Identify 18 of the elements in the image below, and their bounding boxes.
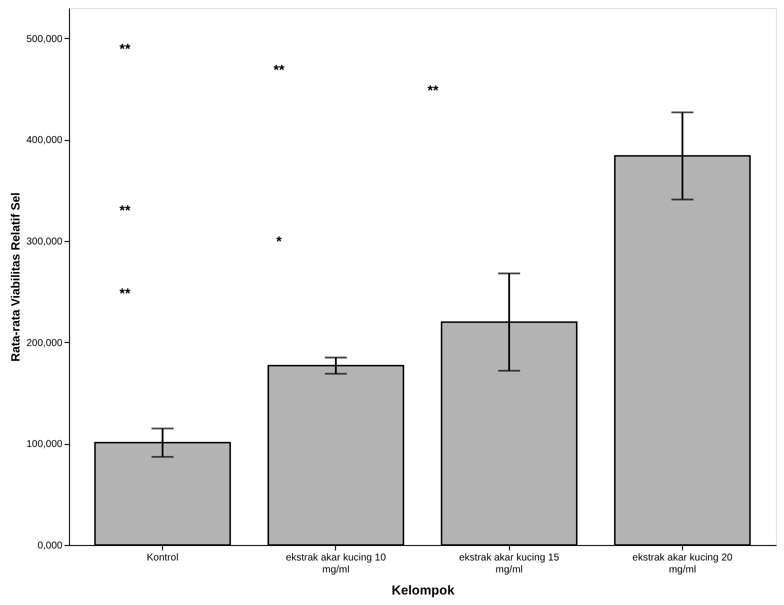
annotation: ** xyxy=(120,40,131,57)
x-tick-label: ekstrak akar kucing 10 mg/ml xyxy=(286,552,386,576)
y-tick-label: 0,000 xyxy=(37,540,63,552)
annotation: ** xyxy=(428,82,439,98)
x-tick-label: ekstrak akar kucing 20 mg/ml xyxy=(632,552,733,576)
y-tick-label: 100,000 xyxy=(26,439,63,450)
y-tick-label: 400,000 xyxy=(26,135,63,146)
y-tick-label: 200,000 xyxy=(26,338,63,349)
x-tick-label: ekstrak akar kucing 15 mg/ml xyxy=(459,552,560,576)
annotation: ** xyxy=(274,61,285,78)
y-tick-label: 300,000 xyxy=(26,236,63,248)
y-axis-title: Rata-rata Viabilitas Relatif Sel xyxy=(8,192,22,362)
y-tick-label: 500,000 xyxy=(26,34,63,45)
x-axis-title: Kelompok xyxy=(392,582,456,598)
annotation: ** xyxy=(120,202,131,218)
x-tick-label: Kontrol xyxy=(146,552,178,564)
annotation: * xyxy=(276,233,282,249)
annotation: ** xyxy=(120,285,131,301)
